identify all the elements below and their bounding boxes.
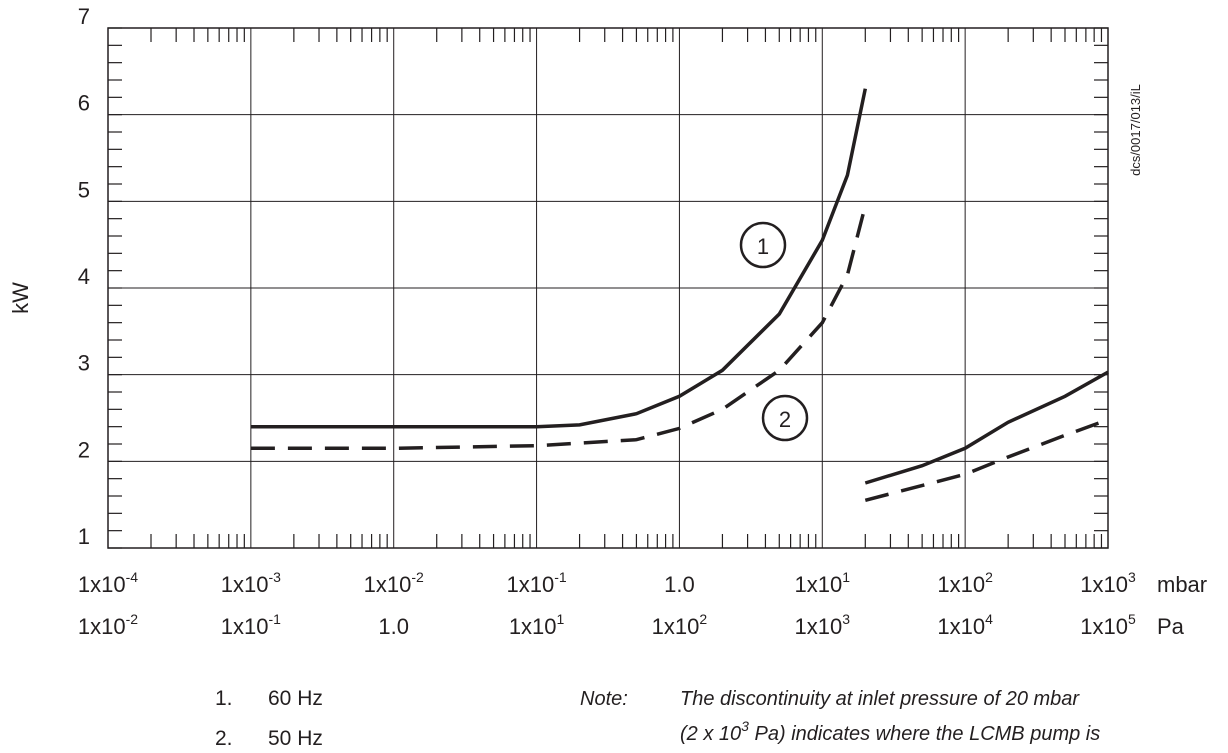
x-tick-label: 1x10 (364, 572, 412, 597)
x-tick-sup: -3 (268, 569, 281, 585)
x-tick-label: 1x10 (221, 614, 269, 639)
x-tick-label: 1x10-1 (506, 569, 566, 597)
note-text: (2 x 103 Pa) indicates where the LCMB pu… (680, 718, 1100, 745)
x-tick-label: 1x105 (1080, 611, 1136, 639)
x-tick-label: 1x101 (509, 611, 565, 639)
x-tick-sup: -1 (554, 569, 567, 585)
x-tick-sup: 2 (985, 569, 993, 585)
x-tick-sup: -4 (126, 569, 139, 585)
y-tick-label: 6 (78, 91, 90, 116)
curve-label: 1 (757, 234, 769, 259)
x-tick-label: 1x101 (795, 569, 851, 597)
x-tick-label: 1x10 (652, 614, 700, 639)
note-sup: 3 (741, 718, 749, 734)
x-tick-label: 1x10-3 (221, 569, 281, 597)
x-unit: mbar (1157, 572, 1207, 597)
x-tick-label: 1x10 (509, 614, 557, 639)
x-tick-label: 1x10 (937, 572, 985, 597)
x-tick-label: 1x10-4 (78, 569, 138, 597)
legend-number: 1. (215, 687, 233, 710)
x-tick-sup: 3 (842, 611, 850, 627)
annotation-circle (761, 394, 809, 442)
x-tick-label: 1x10 (78, 614, 126, 639)
x-tick-sup: 3 (1128, 569, 1136, 585)
series-line (250, 88, 1109, 485)
legend-number: 2. (215, 727, 233, 750)
x-tick-label: 1x10-2 (78, 611, 138, 639)
x-tick-label: 1x10 (506, 572, 554, 597)
side-text: dcs/0017/013/iL (1128, 84, 1143, 176)
series-line (250, 205, 1109, 502)
x-tick-label: 1x10 (937, 614, 985, 639)
x-tick-sup: 1 (842, 569, 850, 585)
x-tick-label: 1x10 (1080, 572, 1128, 597)
x-tick-sup: -1 (268, 611, 281, 627)
x-tick-label: 1.0 (378, 614, 409, 639)
plot-frame (107, 27, 1109, 549)
note-text: Pa) indicates where the LCMB pump is (749, 723, 1100, 745)
x-tick-label: 1x102 (937, 569, 993, 597)
x-tick-sup: 1 (557, 611, 565, 627)
x-tick-label: 1.0 (378, 614, 409, 639)
note-text: The discontinuity at inlet pressure of 2… (680, 688, 1080, 710)
x-tick-label: 1x10 (795, 572, 843, 597)
annotation-circle (739, 221, 787, 269)
legend-label: 60 Hz (268, 687, 323, 710)
y-tick-label: 3 (78, 351, 90, 376)
x-tick-label: 1x103 (795, 611, 851, 639)
x-tick-label: 1.0 (664, 572, 695, 597)
x-tick-sup: 5 (1128, 611, 1136, 627)
x-tick-label: 1x102 (652, 611, 708, 639)
curve-label: 2 (779, 407, 791, 432)
y-tick-label: 5 (78, 177, 90, 202)
x-tick-label: 1x104 (937, 611, 993, 639)
y-tick-label: 2 (78, 437, 90, 462)
y-axis-label: kW (8, 282, 33, 314)
x-tick-label: 1x10-2 (364, 569, 424, 597)
x-tick-label: 1.0 (664, 572, 695, 597)
note-heading: Note: (580, 688, 628, 710)
y-tick-label: 7 (78, 4, 90, 29)
x2-unit: Pa (1157, 614, 1185, 639)
x-tick-sup: 2 (699, 611, 707, 627)
y-tick-label: 4 (78, 264, 90, 289)
x-tick-label: 1x10 (795, 614, 843, 639)
x-tick-label: 1x10 (1080, 614, 1128, 639)
note-text: (2 x 10 (680, 723, 741, 745)
x-tick-label: 1x10 (78, 572, 126, 597)
x-tick-label: 1x10-1 (221, 611, 281, 639)
y-tick-label: 1 (78, 524, 90, 549)
legend-label: 50 Hz (268, 727, 323, 750)
x-tick-sup: -2 (411, 569, 424, 585)
x-tick-sup: 4 (985, 611, 993, 627)
x-tick-sup: -2 (126, 611, 139, 627)
x-tick-label: 1x10 (221, 572, 269, 597)
x-tick-label: 1x103 (1080, 569, 1136, 597)
